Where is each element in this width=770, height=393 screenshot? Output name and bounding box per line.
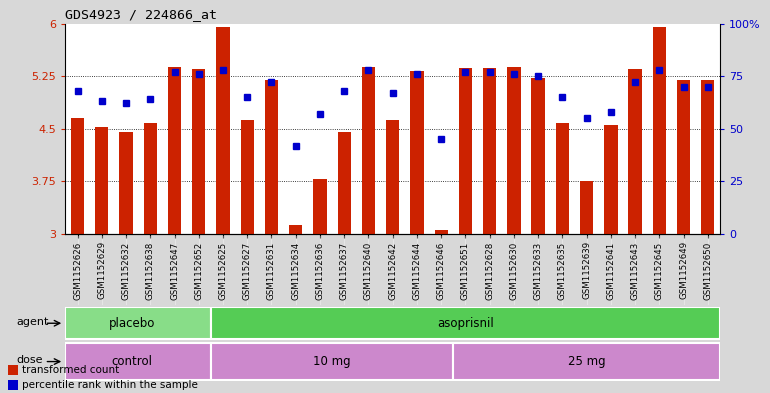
Bar: [459, 68, 472, 234]
Bar: [65, 307, 211, 339]
Text: GSM1152631: GSM1152631: [267, 241, 276, 299]
Text: GSM1152647: GSM1152647: [170, 241, 179, 299]
Text: GSM1152628: GSM1152628: [485, 241, 494, 299]
Text: GSM1152646: GSM1152646: [437, 241, 446, 299]
Text: GSM1152635: GSM1152635: [558, 241, 567, 299]
Bar: [144, 123, 157, 234]
Text: dose: dose: [16, 354, 43, 365]
Text: asoprisnil: asoprisnil: [437, 317, 494, 330]
Bar: [386, 120, 400, 234]
Text: 10 mg: 10 mg: [313, 355, 351, 368]
Bar: [71, 118, 84, 234]
Text: GSM1152639: GSM1152639: [582, 241, 591, 299]
Bar: [337, 132, 351, 234]
Text: GSM1152641: GSM1152641: [606, 241, 615, 299]
Text: GSM1152629: GSM1152629: [97, 241, 106, 299]
Text: GSM1152633: GSM1152633: [534, 241, 543, 299]
Bar: [211, 343, 454, 380]
Text: placebo: placebo: [109, 317, 156, 330]
Bar: [168, 67, 181, 234]
Text: control: control: [112, 355, 152, 368]
Text: GSM1152642: GSM1152642: [388, 241, 397, 299]
Bar: [434, 230, 448, 234]
Text: GSM1152626: GSM1152626: [73, 241, 82, 299]
Text: GDS4923 / 224866_at: GDS4923 / 224866_at: [65, 8, 217, 21]
Text: GSM1152652: GSM1152652: [194, 241, 203, 299]
Text: agent: agent: [16, 317, 49, 327]
Text: GSM1152643: GSM1152643: [631, 241, 640, 299]
Text: transformed count: transformed count: [22, 365, 119, 375]
Bar: [216, 27, 229, 234]
Bar: [604, 125, 618, 234]
Text: 25 mg: 25 mg: [567, 355, 605, 368]
Text: GSM1152650: GSM1152650: [703, 241, 712, 299]
Bar: [95, 127, 109, 234]
Text: GSM1152630: GSM1152630: [510, 241, 518, 299]
Bar: [240, 120, 254, 234]
Bar: [211, 307, 720, 339]
Bar: [507, 67, 521, 234]
Text: GSM1152645: GSM1152645: [654, 241, 664, 299]
Text: GSM1152651: GSM1152651: [461, 241, 470, 299]
Bar: [454, 343, 720, 380]
Text: GSM1152627: GSM1152627: [243, 241, 252, 299]
Bar: [289, 226, 303, 234]
Bar: [410, 71, 424, 234]
Text: GSM1152625: GSM1152625: [219, 241, 227, 299]
Text: GSM1152638: GSM1152638: [146, 241, 155, 299]
Bar: [580, 180, 594, 234]
Bar: [653, 27, 666, 234]
Bar: [8, 365, 18, 375]
Text: GSM1152640: GSM1152640: [364, 241, 373, 299]
Text: GSM1152632: GSM1152632: [122, 241, 131, 299]
Text: percentile rank within the sample: percentile rank within the sample: [22, 380, 198, 390]
Text: GSM1152634: GSM1152634: [291, 241, 300, 299]
Bar: [701, 80, 715, 234]
Bar: [65, 343, 211, 380]
Text: GSM1152636: GSM1152636: [316, 241, 324, 299]
Bar: [192, 69, 206, 234]
Bar: [483, 68, 497, 234]
Text: GSM1152637: GSM1152637: [340, 241, 349, 299]
Bar: [265, 80, 278, 234]
Bar: [531, 78, 545, 234]
Text: GSM1152649: GSM1152649: [679, 241, 688, 299]
Bar: [362, 67, 375, 234]
Bar: [8, 380, 18, 390]
Bar: [628, 69, 641, 234]
Bar: [313, 179, 326, 234]
Bar: [677, 80, 690, 234]
Bar: [119, 132, 132, 234]
Bar: [556, 123, 569, 234]
Text: GSM1152644: GSM1152644: [413, 241, 421, 299]
